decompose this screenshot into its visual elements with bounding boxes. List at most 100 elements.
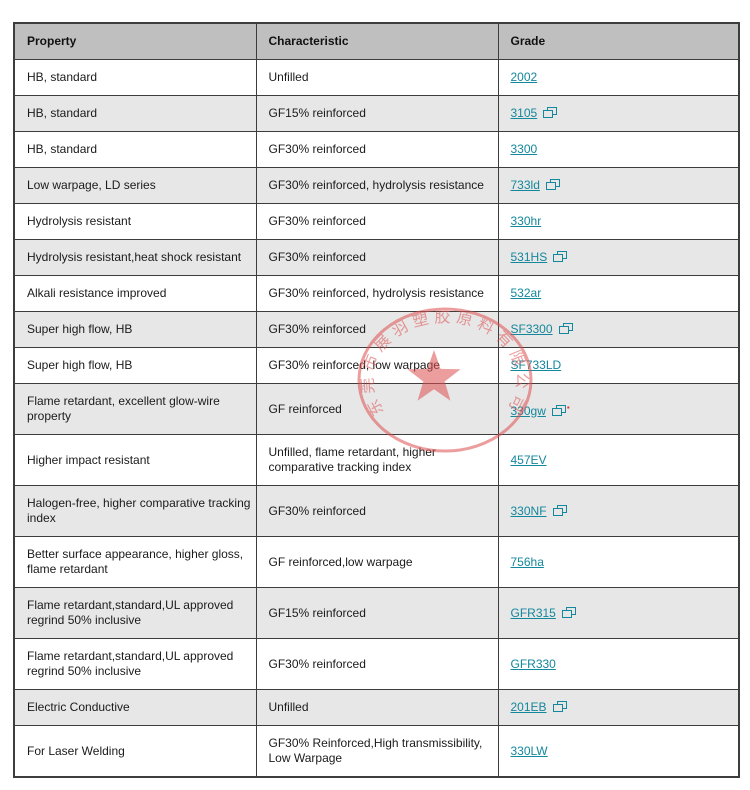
property-cell: Halogen-free, higher comparative trackin… xyxy=(13,485,257,537)
property-cell: Flame retardant,standard,UL approved reg… xyxy=(13,638,257,690)
external-link-icon[interactable] xyxy=(545,179,560,190)
table-row: Electric Conductive Unfilled 201EB xyxy=(13,689,740,726)
table-row: Super high flow, HB GF30% reinforced, lo… xyxy=(13,347,740,384)
grade-cell: 532ar xyxy=(497,275,740,312)
property-cell: Higher impact resistant xyxy=(13,434,257,486)
col-header-property: Property xyxy=(13,22,257,60)
property-cell: Flame retardant, excellent glow-wire pro… xyxy=(13,383,257,435)
grade-cell: SF733LD xyxy=(497,347,740,384)
property-cell: Better surface appearance, higher gloss,… xyxy=(13,536,257,588)
characteristic-cell: GF30% reinforced xyxy=(255,311,499,348)
grade-cell: 201EB xyxy=(497,689,740,726)
property-cell: Alkali resistance improved xyxy=(13,275,257,312)
property-cell: Super high flow, HB xyxy=(13,311,257,348)
grade-link[interactable]: GFR330 xyxy=(510,656,556,671)
external-link-icon[interactable] xyxy=(558,323,573,334)
grade-link[interactable]: 3300 xyxy=(510,142,538,156)
external-link-icon[interactable] xyxy=(543,107,558,118)
grade-cell: SF3300 xyxy=(497,311,740,348)
table-row: HB, standard GF15% reinforced 3105 xyxy=(13,95,740,132)
table-row: Higher impact resistant Unfilled, flame … xyxy=(13,434,740,486)
table-row: Flame retardant, excellent glow-wire pro… xyxy=(13,383,740,435)
grade-link[interactable]: 531HS xyxy=(510,250,548,264)
grade-cell: 531HS xyxy=(497,239,740,276)
grade-link[interactable]: 733ld xyxy=(510,178,540,192)
characteristic-cell: GF30% reinforced, low warpage xyxy=(255,347,499,384)
characteristic-cell: Unfilled xyxy=(255,689,499,726)
grade-link[interactable]: 330LW xyxy=(510,743,548,758)
characteristic-cell: GF30% reinforced xyxy=(255,239,499,276)
grade-link[interactable]: SF3300 xyxy=(510,322,553,336)
grade-cell: 2002 xyxy=(497,59,740,96)
characteristic-cell: GF30% reinforced xyxy=(255,131,499,168)
property-cell: HB, standard xyxy=(13,131,257,168)
table-row: Better surface appearance, higher gloss,… xyxy=(13,536,740,588)
external-link-icon[interactable] xyxy=(553,251,568,262)
grade-cell: 330NF xyxy=(497,485,740,537)
characteristic-cell: GF reinforced,low warpage xyxy=(255,536,499,588)
grade-link[interactable]: SF733LD xyxy=(510,358,562,372)
characteristic-cell: GF15% reinforced xyxy=(255,587,499,639)
table-row: Flame retardant,standard,UL approved reg… xyxy=(13,587,740,639)
col-header-characteristic: Characteristic xyxy=(255,22,499,60)
characteristic-cell: GF30% reinforced xyxy=(255,485,499,537)
external-link-icon[interactable] xyxy=(552,504,567,516)
grade-link[interactable]: 330NF xyxy=(510,503,547,518)
grade-cell: 3300 xyxy=(497,131,740,168)
table-row: HB, standard GF30% reinforced 3300 xyxy=(13,131,740,168)
table-row: Super high flow, HB GF30% reinforced SF3… xyxy=(13,311,740,348)
table-row: Hydrolysis resistant GF30% reinforced 33… xyxy=(13,203,740,240)
external-link-icon[interactable] xyxy=(551,404,566,416)
table-row: Hydrolysis resistant,heat shock resistan… xyxy=(13,239,740,276)
grade-link[interactable]: 457EV xyxy=(510,452,547,467)
table-row: For Laser Welding GF30% Reinforced,High … xyxy=(13,725,740,778)
grade-cell: 733ld xyxy=(497,167,740,204)
grade-link[interactable]: 330gw xyxy=(510,403,546,418)
col-header-grade: Grade xyxy=(497,22,740,60)
property-cell: Hydrolysis resistant,heat shock resistan… xyxy=(13,239,257,276)
grade-link[interactable]: 756ha xyxy=(510,554,544,569)
grade-cell: GFR315 xyxy=(497,587,740,639)
grade-cell: 3105 xyxy=(497,95,740,132)
property-cell: HB, standard xyxy=(13,95,257,132)
grade-link[interactable]: 3105 xyxy=(510,106,538,120)
characteristic-cell: GF30% Reinforced,High transmissibility, … xyxy=(255,725,499,778)
table-row: HB, standard Unfilled 2002 xyxy=(13,59,740,96)
grade-cell: GFR330 xyxy=(497,638,740,690)
characteristic-cell: Unfilled xyxy=(255,59,499,96)
grade-link[interactable]: 532ar xyxy=(510,286,542,300)
table-row: Alkali resistance improved GF30% reinfor… xyxy=(13,275,740,312)
external-link-icon[interactable] xyxy=(552,701,567,712)
characteristic-cell: GF30% reinforced, hydrolysis resistance xyxy=(255,167,499,204)
property-cell: Flame retardant,standard,UL approved reg… xyxy=(13,587,257,639)
external-link-icon[interactable] xyxy=(561,606,576,618)
grade-cell: 330hr xyxy=(497,203,740,240)
property-cell: Super high flow, HB xyxy=(13,347,257,384)
grade-cell: 457EV xyxy=(497,434,740,486)
grade-cell: 756ha xyxy=(497,536,740,588)
table-row: Halogen-free, higher comparative trackin… xyxy=(13,485,740,537)
property-cell: Electric Conductive xyxy=(13,689,257,726)
grades-table: Property Characteristic Grade HB, standa… xyxy=(13,22,740,778)
header-row: Property Characteristic Grade xyxy=(13,22,740,60)
table-row: Low warpage, LD series GF30% reinforced,… xyxy=(13,167,740,204)
property-cell: Low warpage, LD series xyxy=(13,167,257,204)
grade-link[interactable]: 2002 xyxy=(510,70,538,84)
table-row: Flame retardant,standard,UL approved reg… xyxy=(13,638,740,690)
grade-cell: 330LW xyxy=(497,725,740,778)
characteristic-cell: GF30% reinforced, hydrolysis resistance xyxy=(255,275,499,312)
grade-cell: 330gw ▪ xyxy=(497,383,740,435)
grade-link[interactable]: GFR315 xyxy=(510,605,556,620)
property-cell: Hydrolysis resistant xyxy=(13,203,257,240)
property-cell: For Laser Welding xyxy=(13,725,257,778)
note-marker: ▪ xyxy=(566,402,570,412)
property-cell: HB, standard xyxy=(13,59,257,96)
characteristic-cell: GF30% reinforced xyxy=(255,638,499,690)
characteristic-cell: Unfilled, flame retardant, higher compar… xyxy=(255,434,499,486)
characteristic-cell: GF reinforced xyxy=(255,383,499,435)
grade-link[interactable]: 201EB xyxy=(510,700,547,714)
characteristic-cell: GF15% reinforced xyxy=(255,95,499,132)
grade-link[interactable]: 330hr xyxy=(510,214,542,228)
characteristic-cell: GF30% reinforced xyxy=(255,203,499,240)
